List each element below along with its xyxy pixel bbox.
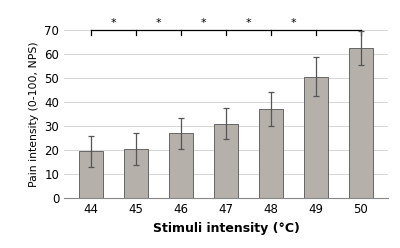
Bar	[304, 77, 328, 198]
Bar	[259, 109, 283, 198]
Bar	[169, 133, 193, 198]
Bar	[79, 152, 104, 198]
Text: *: *	[111, 18, 116, 28]
Bar	[124, 149, 148, 198]
X-axis label: Stimuli intensity (°C): Stimuli intensity (°C)	[152, 222, 300, 235]
Bar	[348, 48, 373, 198]
Text: *: *	[246, 18, 251, 28]
Y-axis label: Pain intensity (0-100, NPS): Pain intensity (0-100, NPS)	[29, 41, 39, 187]
Text: *: *	[291, 18, 296, 28]
Text: *: *	[156, 18, 161, 28]
Bar	[214, 124, 238, 198]
Text: *: *	[201, 18, 206, 28]
